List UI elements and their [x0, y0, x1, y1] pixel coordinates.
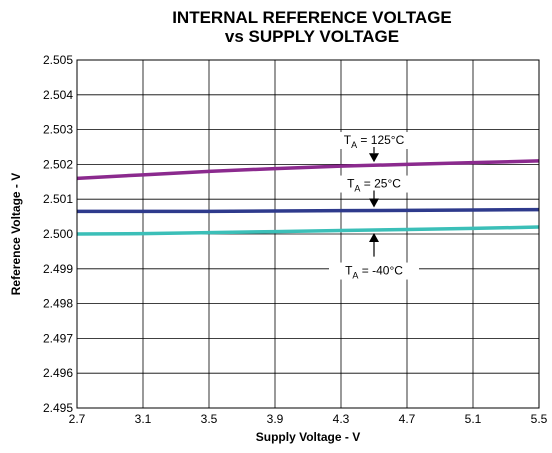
annotation-main: T: [345, 264, 353, 278]
y-tick-label: 2.503: [43, 123, 73, 137]
y-tick-label: 2.498: [43, 297, 73, 311]
y-tick-label: 2.496: [43, 366, 73, 380]
annotation-background: [329, 132, 419, 150]
y-tick-label: 2.501: [43, 192, 73, 206]
annotation-rest: = 125°C: [357, 133, 404, 147]
annotation-main: T: [347, 177, 355, 191]
annotation-label: TA = -40°C: [345, 264, 403, 281]
annotation-label: TA = 125°C: [344, 133, 405, 150]
x-tick-label: 3.5: [201, 412, 218, 426]
x-tick-label: 5.1: [465, 412, 482, 426]
annotation-background: [329, 175, 419, 193]
x-tick-label: 4.7: [399, 412, 416, 426]
y-tick-label: 2.504: [43, 88, 73, 102]
annotation-background: [329, 262, 419, 280]
annotation-subscript: A: [352, 271, 358, 281]
series-line-2: [77, 207, 540, 214]
y-tick-label: 2.499: [43, 262, 73, 276]
x-tick-label: 3.1: [135, 412, 152, 426]
chart-title-line-2: vs SUPPLY VOLTAGE: [225, 27, 399, 46]
grid: [76, 59, 540, 409]
annotation-main: T: [344, 133, 352, 147]
y-tick-label: 2.502: [43, 157, 73, 171]
annotation-subscript: A: [351, 140, 357, 150]
y-tick-labels: 2.495 2.496 2.497 2.498 2.499 2.500 2.501 2.502…: [43, 53, 73, 415]
y-tick-label: 2.495: [43, 401, 73, 415]
annotations: TA = 125°CTA = 25°CTA = -40°C: [329, 132, 419, 281]
annotation-rest: = 25°C: [360, 177, 401, 191]
annotation-subscript: A: [354, 184, 360, 194]
annotation-label: TA = 25°C: [347, 177, 401, 194]
annotation-arrow-head: [369, 198, 379, 208]
y-axis-label: Reference Voltage - V: [9, 173, 23, 295]
annotation-arrow-head: [369, 153, 379, 163]
x-tick-label: 5.5: [531, 412, 548, 426]
plot-area-frame: [76, 59, 540, 409]
x-tick-labels: 2.7 3.1 3.5 3.9 4.3 4.7 5.1 5.5: [69, 412, 548, 426]
series-line-3: [76, 225, 540, 236]
y-tick-label: 2.500: [43, 227, 73, 241]
y-tick-label: 2.505: [43, 53, 73, 67]
x-tick-label: 3.9: [267, 412, 284, 426]
y-tick-label: 2.497: [43, 331, 73, 345]
annotation-rest: = -40°C: [358, 264, 403, 278]
chart-title: INTERNAL REFERENCE VOLTAGE vs SUPPLY VOL…: [172, 8, 452, 46]
chart-title-line-1: INTERNAL REFERENCE VOLTAGE: [172, 8, 452, 27]
annotation-arrow-head: [369, 232, 379, 242]
series-line-1: [76, 159, 540, 181]
x-tick-label: 2.7: [69, 412, 86, 426]
x-tick-label: 4.3: [333, 412, 350, 426]
x-axis-label: Supply Voltage - V: [256, 430, 360, 444]
series-group: [76, 159, 540, 236]
